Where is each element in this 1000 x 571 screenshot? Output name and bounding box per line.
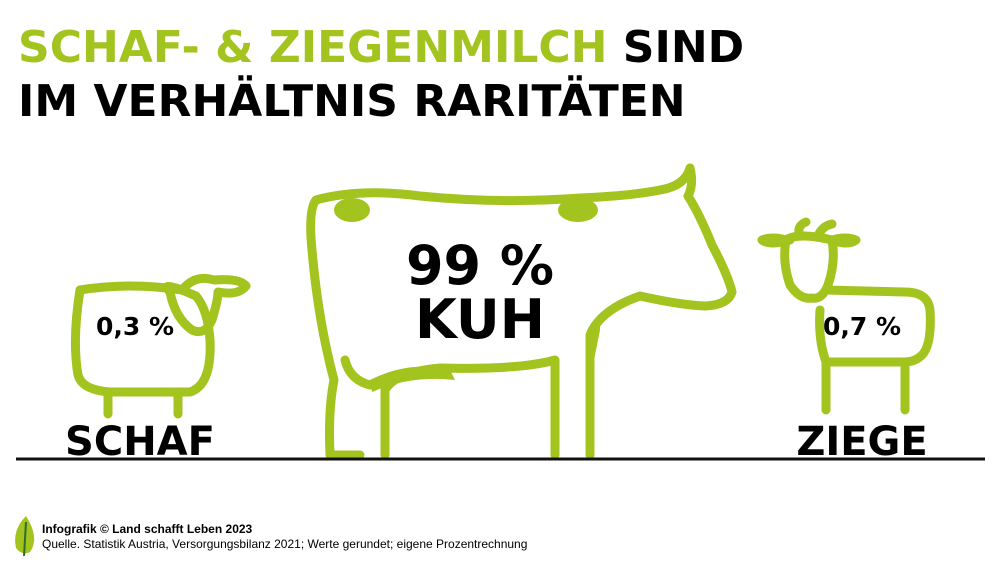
footer-source: Quelle. Statistik Austria, Versorgungsbi… bbox=[42, 537, 527, 551]
footer-credit: Infografik © Land schafft Leben 2023 bbox=[42, 522, 253, 536]
title-highlight: SCHAF- & ZIEGENMILCH bbox=[18, 22, 607, 73]
title-line-2: IM VERHÄLTNIS RARITÄTEN bbox=[18, 74, 686, 127]
title-rest: SIND bbox=[623, 22, 744, 73]
goat-icon bbox=[757, 217, 935, 415]
cow-share: 99 % bbox=[406, 234, 554, 297]
logo bbox=[15, 516, 35, 557]
sheep-share: 0,3 % bbox=[96, 312, 174, 341]
cow-icon bbox=[306, 163, 737, 460]
goat-name: ZIEGE bbox=[796, 419, 927, 465]
sheep-icon bbox=[70, 273, 251, 419]
sheep-name: SCHAF bbox=[65, 419, 215, 465]
cow-name: KUH bbox=[415, 288, 545, 351]
title-line-1: SCHAF- & ZIEGENMILCH SIND bbox=[18, 22, 744, 73]
goat-share: 0,7 % bbox=[823, 312, 901, 341]
